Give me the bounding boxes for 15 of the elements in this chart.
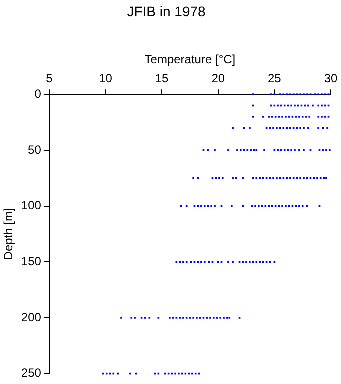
y-tick-label: 150 — [21, 254, 42, 268]
y-tick-label: 250 — [21, 366, 42, 380]
x-tick-label: 5 — [46, 72, 54, 86]
y-tick-label: 200 — [21, 310, 42, 324]
x-tick-label: 30 — [324, 72, 338, 86]
y-axis-title: Depth [m] — [2, 208, 16, 260]
x-tick-label: 25 — [268, 72, 282, 86]
y-tick-label: 0 — [34, 86, 42, 101]
x-tick-label: 10 — [99, 72, 113, 86]
x-tick-label: 20 — [212, 72, 226, 86]
y-tick-label: 100 — [21, 198, 42, 213]
x-tick-label: 15 — [155, 72, 170, 86]
y-tick-label: 50 — [28, 142, 42, 157]
x-axis-title: Temperature [°C] — [144, 52, 236, 66]
chart-title: JFIB in 1978 — [127, 3, 206, 20]
